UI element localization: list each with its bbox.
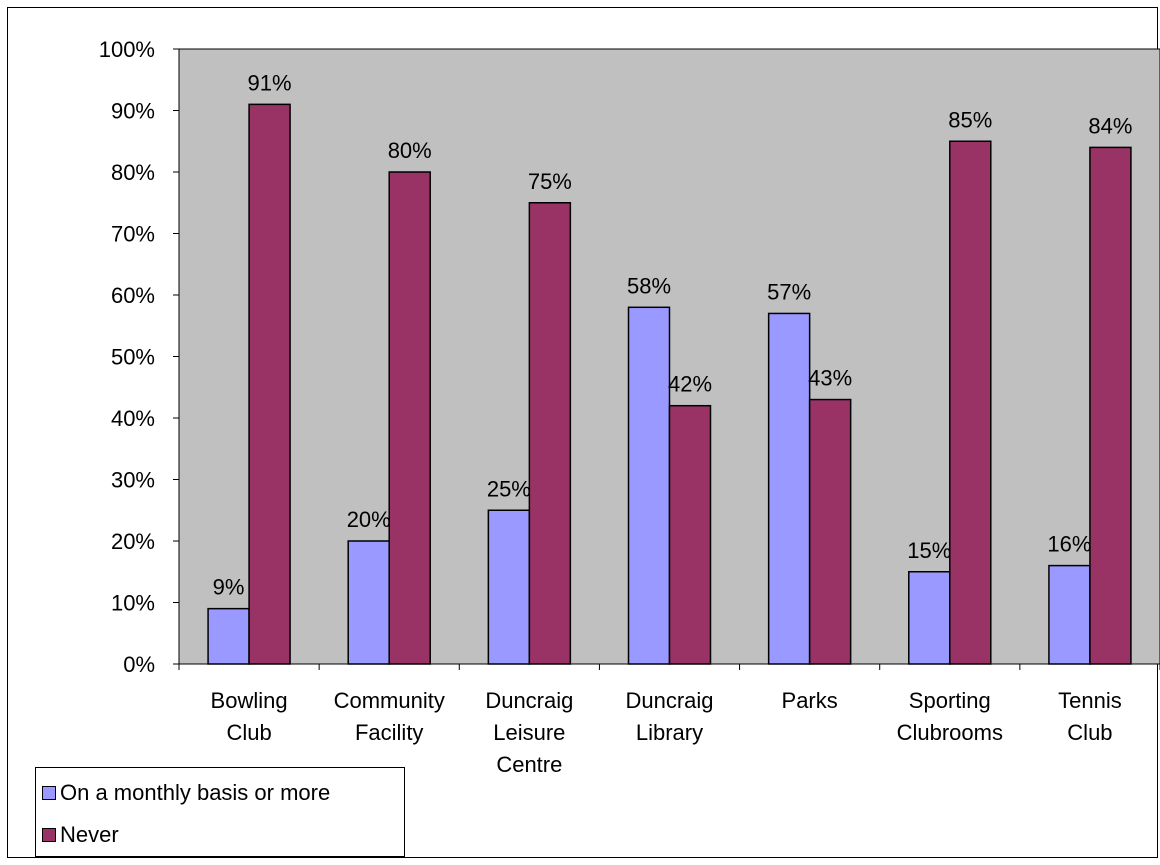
y-tick-label: 90% — [111, 99, 155, 124]
bar-monthly — [908, 571, 951, 665]
legend-label-monthly: On a monthly basis or more — [60, 780, 331, 805]
bar-monthly — [207, 607, 250, 665]
x-tick-label: Clubrooms — [897, 720, 1003, 745]
x-tick-label: Centre — [496, 752, 562, 777]
legend-swatch-never — [42, 828, 56, 842]
y-tick-label: 100% — [99, 37, 155, 62]
x-tick-label: Club — [226, 720, 271, 745]
data-label-never: 91% — [248, 70, 292, 95]
y-tick-label: 10% — [111, 591, 155, 616]
bar-monthly — [487, 509, 531, 665]
x-tick-label: Library — [636, 720, 703, 745]
y-axis: 0% 10% 20% 30% 40% 50% 60% 70% 80% 90% 100% — [99, 37, 180, 677]
data-label-never: 75% — [528, 169, 572, 194]
x-tick-label: Duncraig — [625, 688, 713, 713]
bar-never — [528, 202, 572, 665]
data-label-never: 84% — [1088, 113, 1132, 138]
bar-never — [949, 140, 992, 665]
data-label-monthly: 16% — [1047, 532, 1091, 557]
legend-label-never: Never — [60, 822, 119, 847]
x-tick-label: Sporting — [909, 688, 991, 713]
legend: On a monthly basis or more Never — [35, 767, 405, 857]
y-tick-label: 20% — [111, 529, 155, 554]
data-label-monthly: 58% — [627, 273, 671, 298]
bar-monthly — [1048, 564, 1091, 665]
bar-never — [808, 398, 852, 665]
y-tick-label: 30% — [111, 468, 155, 493]
y-tick-label: 70% — [111, 222, 155, 247]
x-tick-label: Bowling — [211, 688, 288, 713]
bars — [207, 103, 1132, 665]
data-label-never: 85% — [948, 107, 992, 132]
y-tick-label: 60% — [111, 283, 155, 308]
x-tick-label: Tennis — [1058, 688, 1122, 713]
x-tick-label: Facility — [355, 720, 423, 745]
data-label-never: 80% — [388, 138, 432, 163]
y-tick-label: 50% — [111, 345, 155, 370]
x-tick-label: Parks — [782, 688, 838, 713]
legend-swatch-monthly — [42, 786, 56, 800]
y-tick-label: 0% — [123, 652, 155, 677]
x-tick-label: Club — [1067, 720, 1112, 745]
data-label-never: 42% — [668, 372, 712, 397]
bar-monthly — [767, 312, 811, 665]
data-label-monthly: 57% — [767, 279, 811, 304]
data-label-monthly: 20% — [347, 507, 391, 532]
bar-never — [388, 171, 431, 665]
y-tick-label: 80% — [111, 160, 155, 185]
data-label-monthly: 15% — [907, 538, 951, 563]
legend-item-never: Never — [42, 822, 119, 848]
data-label-monthly: 9% — [213, 575, 245, 600]
bar-never — [1089, 146, 1132, 665]
value-labels: 9% 20% 25% 58% 57% 15% 16% 91% 80% 75% 42% 43% 85% 84… — [213, 70, 1133, 599]
data-label-monthly: 25% — [487, 476, 531, 501]
y-tick-label: 40% — [111, 406, 155, 431]
bar-never — [248, 103, 291, 665]
bar-never — [668, 404, 712, 665]
bar-monthly — [347, 540, 390, 665]
x-tick-label: Leisure — [493, 720, 565, 745]
bar-monthly — [627, 306, 671, 665]
x-tick-label: Duncraig — [485, 688, 573, 713]
data-label-never: 43% — [808, 366, 852, 391]
legend-item-monthly: On a monthly basis or more — [42, 780, 330, 806]
x-tick-label: Community — [334, 688, 445, 713]
x-axis: Bowling Club Community Facility Duncraig Leis… — [178, 663, 1160, 777]
